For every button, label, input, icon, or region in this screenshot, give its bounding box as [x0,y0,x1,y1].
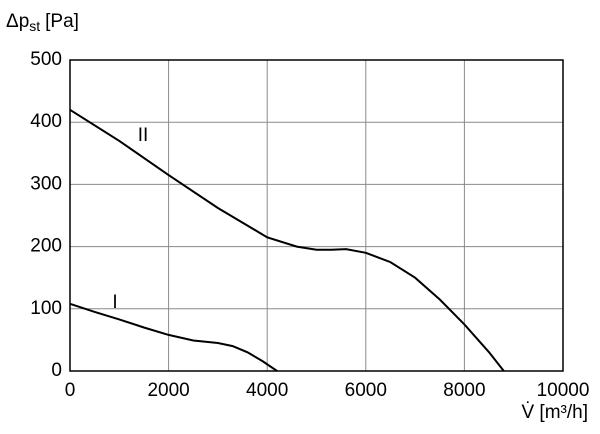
y-label-unit: [Pa] [45,11,79,32]
series-label: I [112,292,117,313]
y-tick-label: 0 [51,360,62,381]
y-tick-label: 400 [30,111,62,132]
curve [69,108,505,372]
x-tick-label: 10000 [537,380,590,401]
grid [69,59,564,372]
x-tick-label: 2000 [147,380,189,401]
curve [69,302,278,372]
x-tick-label: 4000 [246,380,288,401]
y-tick-label: 100 [30,298,62,319]
y-tick-label: 500 [30,49,62,70]
y-tick-label: 300 [30,173,62,194]
x-tick-label: 0 [65,380,76,401]
plot-frame [69,59,564,372]
x-tick-label: 8000 [443,380,485,401]
series-label: II [138,125,149,146]
curves [69,108,505,372]
y-label-main: Δp [6,11,29,32]
y-label-sub: st [29,18,40,34]
x-axis-label: V̇ [m³/h] [521,402,588,423]
x-tick-label: 6000 [345,380,387,401]
y-axis-label: Δpst [Pa] [6,11,79,34]
y-tick-label: 200 [30,236,62,257]
